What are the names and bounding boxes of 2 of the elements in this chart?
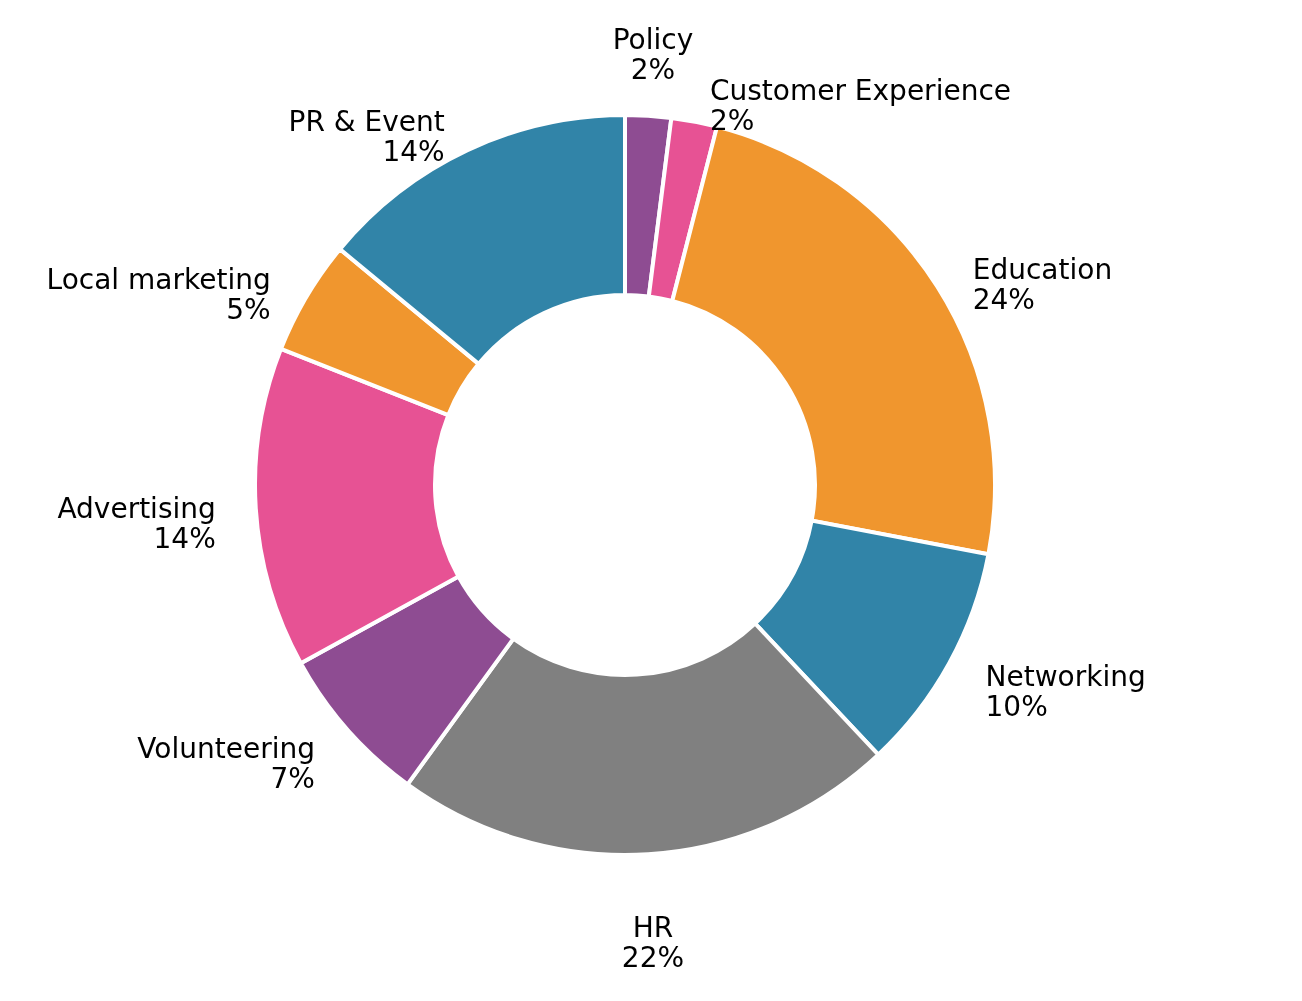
slice-label: Local marketing — [46, 263, 271, 297]
slice-label: Advertising — [57, 492, 216, 526]
